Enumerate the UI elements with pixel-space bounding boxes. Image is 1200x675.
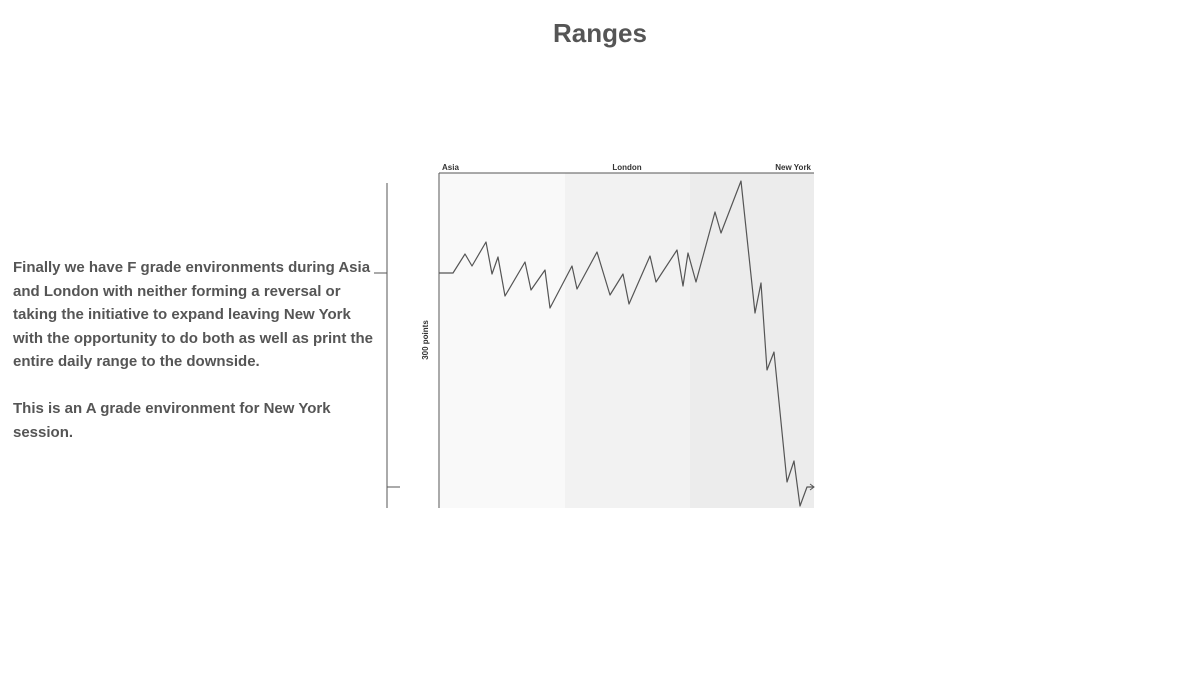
price-path	[439, 180, 814, 507]
arrow-head	[809, 483, 815, 491]
asia-zone	[440, 173, 565, 508]
london-zone	[565, 173, 690, 508]
new-york-zone	[690, 173, 814, 508]
paragraph: This is an A grade environment for New Y…	[13, 400, 331, 441]
session-label: London	[612, 163, 641, 172]
slide-title: Ranges	[553, 18, 647, 48]
session-label: Asia	[442, 163, 459, 172]
range-label: 300 points	[421, 320, 430, 360]
paragraph: Finally we have F grade environments dur…	[13, 259, 373, 370]
session-label: New York	[775, 163, 811, 172]
